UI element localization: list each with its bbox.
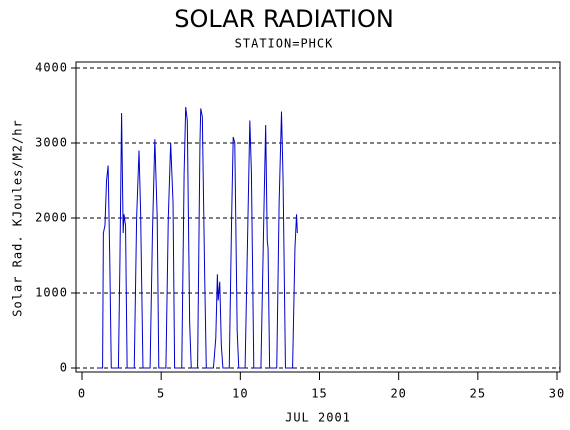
- y-axis-label: Solar Rad. KJoules/M2/hr: [11, 119, 25, 316]
- x-tick-label: 15: [311, 387, 327, 401]
- x-tick-label: 20: [390, 387, 406, 401]
- chart-title: SOLAR RADIATION: [174, 5, 394, 33]
- y-tick-label: 1000: [35, 286, 68, 300]
- chart-subtitle: STATION=PHCK: [235, 37, 334, 51]
- y-tick-label: 2000: [35, 211, 68, 225]
- x-tick-label: 25: [470, 387, 486, 401]
- plot-frame: [75, 61, 561, 373]
- x-tick-label: 5: [157, 387, 165, 401]
- x-tick-label: 30: [549, 387, 565, 401]
- y-tick-label: 0: [60, 361, 68, 375]
- x-axis-label: JUL 2001: [285, 411, 351, 425]
- y-tick-label: 4000: [35, 61, 68, 75]
- x-tick-label: 10: [232, 387, 248, 401]
- data-line: [97, 106, 298, 369]
- y-tick-label: 3000: [35, 136, 68, 150]
- x-tick-label: 0: [78, 387, 86, 401]
